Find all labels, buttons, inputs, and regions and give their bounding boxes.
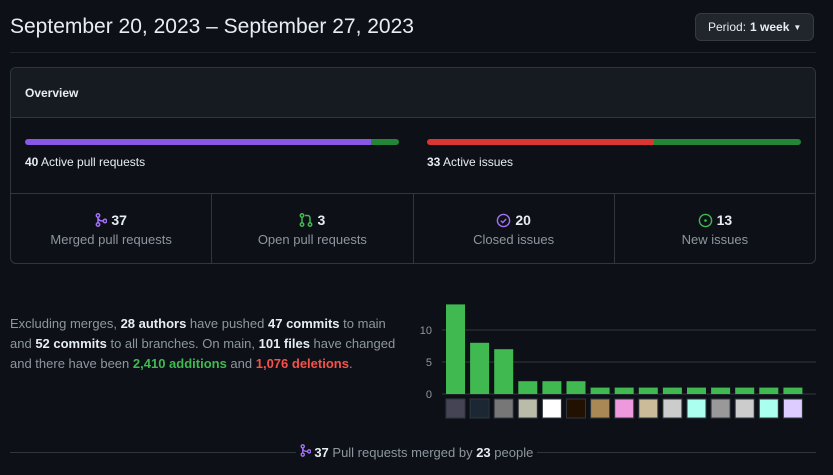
stat-value: 3 <box>317 212 326 228</box>
text: Excluding merges, <box>10 316 121 331</box>
commits-main-link[interactable]: 47 commits <box>268 316 340 331</box>
issues-count: 33 <box>427 155 441 169</box>
contributor-avatar[interactable] <box>590 398 611 419</box>
bar <box>590 387 610 394</box>
bar <box>518 381 538 394</box>
stat-label: Closed issues <box>473 232 555 247</box>
contributor-avatar[interactable] <box>493 398 514 419</box>
text: have changed and there have been <box>10 336 396 371</box>
contributor-avatar[interactable] <box>517 398 538 419</box>
git-pull-request-icon <box>300 213 313 227</box>
overview-panel: Overview 40 Active pull requests 33 Acti… <box>10 67 816 264</box>
stat-label: New issues <box>681 232 749 247</box>
caret-down-icon: ▼ <box>793 22 802 32</box>
git-merge-icon <box>300 444 312 457</box>
files-count: 101 files <box>258 336 310 351</box>
bar <box>470 342 490 394</box>
bar <box>542 381 562 394</box>
stat-new-issues[interactable]: 13 New issues <box>613 194 815 264</box>
stat-value: 37 <box>111 212 127 228</box>
stat-closed-issues[interactable]: 20 Closed issues <box>412 194 614 264</box>
merged-segment <box>25 139 371 145</box>
contributor-avatar[interactable] <box>469 398 490 419</box>
commit-summary: Excluding merges, 28 authors have pushed… <box>10 314 405 374</box>
contributor-avatar[interactable] <box>686 398 707 419</box>
stats-row: 37 Merged pull requests 3 Open pull requ… <box>11 193 815 264</box>
active-issues-link[interactable]: 33 Active issues <box>427 155 513 169</box>
contributor-avatar[interactable] <box>614 398 635 419</box>
text: . <box>348 356 353 371</box>
deletions-count: 1,076 deletions <box>255 356 349 371</box>
contributor-avatar[interactable] <box>782 398 803 419</box>
bar <box>783 387 803 394</box>
contributor-avatar[interactable] <box>710 398 731 419</box>
additions-count: 2,410 additions <box>132 356 227 371</box>
merged-prs-summary: 37 Pull requests merged by 23 people <box>0 444 833 460</box>
issue-closed-icon <box>497 213 511 227</box>
contributor-avatar[interactable] <box>734 398 755 419</box>
stat-value: 13 <box>716 212 733 228</box>
divider <box>10 52 816 53</box>
bar <box>566 381 586 394</box>
authors-count: 28 authors <box>120 316 187 331</box>
text: to all branches. On main, <box>106 336 259 351</box>
period-value: 1 week <box>750 20 790 34</box>
contributor-avatar[interactable] <box>566 398 586 419</box>
pr-label: Active pull requests <box>41 155 146 169</box>
contributors-chart: 0 5 10 <box>420 304 816 419</box>
people-count: 23 <box>476 445 491 460</box>
open-segment <box>370 139 399 145</box>
contributor-avatar[interactable] <box>445 398 466 419</box>
contributor-avatar[interactable] <box>638 398 659 419</box>
stat-label: Merged pull requests <box>50 232 172 247</box>
bar <box>687 387 706 394</box>
stat-open-prs[interactable]: 3 Open pull requests <box>211 194 412 264</box>
bar <box>759 387 779 394</box>
y-tick-label: 5 <box>426 357 432 369</box>
new-segment <box>653 139 801 145</box>
bar <box>711 387 731 394</box>
active-pull-requests-link[interactable]: 40 Active pull requests <box>25 155 145 169</box>
commits-all-count: 52 commits <box>35 336 107 351</box>
git-merge-icon <box>95 213 108 227</box>
closed-segment <box>427 139 654 145</box>
y-tick-label: 10 <box>420 325 432 337</box>
pull-requests-bar <box>25 139 399 145</box>
bar <box>638 387 658 394</box>
text: and <box>226 356 256 371</box>
period-dropdown[interactable]: Period: 1 week ▼ <box>695 13 815 41</box>
text: people <box>490 445 534 460</box>
contributor-avatar[interactable] <box>758 398 779 419</box>
issue-opened-icon <box>698 213 712 227</box>
overview-title: Overview <box>11 68 815 118</box>
bar <box>494 349 514 394</box>
text: Pull requests merged by <box>328 445 477 460</box>
issues-bar <box>427 139 801 145</box>
text: to main and <box>10 316 386 351</box>
text: have pushed <box>186 316 268 331</box>
bar <box>662 387 682 394</box>
pr-count: 40 <box>25 155 39 169</box>
page-title: September 20, 2023 – September 27, 2023 <box>10 15 414 38</box>
contributor-avatar[interactable] <box>541 398 562 419</box>
issues-label: Active issues <box>443 155 514 169</box>
stat-label: Open pull requests <box>257 232 367 247</box>
stat-value: 20 <box>515 212 531 228</box>
bar <box>735 387 755 394</box>
bar <box>446 304 465 394</box>
merged-count: 37 <box>314 445 329 460</box>
stat-merged-prs[interactable]: 37 Merged pull requests <box>11 194 211 264</box>
bar <box>614 387 634 394</box>
contributor-avatar[interactable] <box>662 398 683 419</box>
period-label: Period: <box>708 20 747 34</box>
y-tick-label: 0 <box>426 389 432 401</box>
